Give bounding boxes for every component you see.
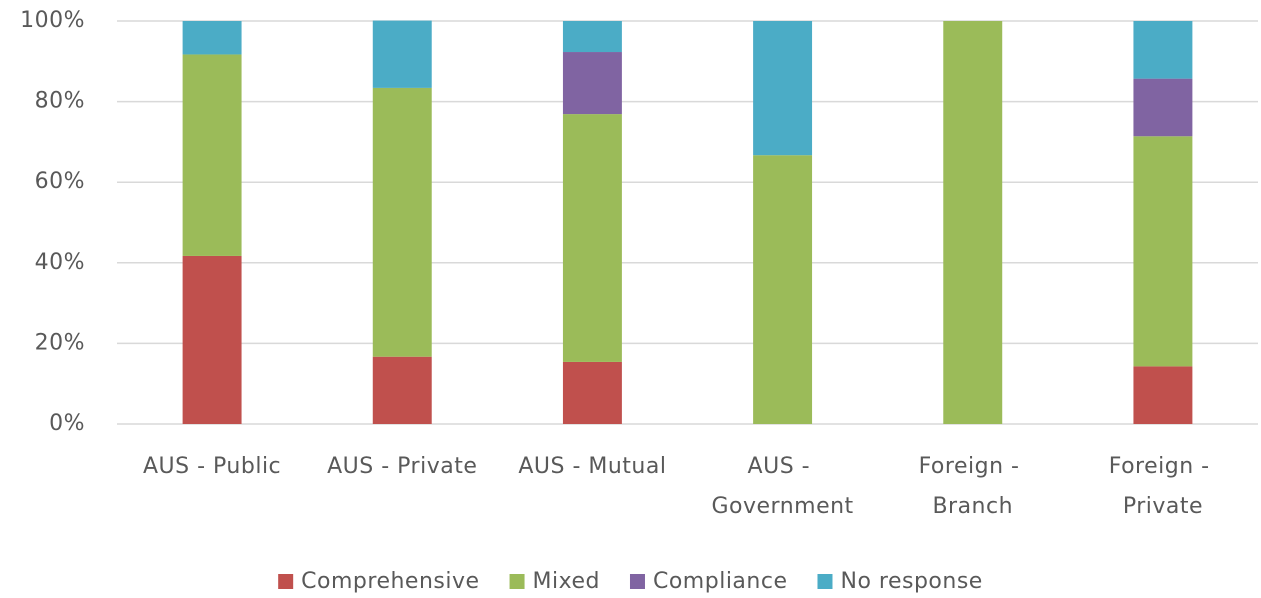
y-tick-label: 60% xyxy=(35,169,85,194)
bar-segment xyxy=(562,52,622,115)
x-tick-label: AUS - Private xyxy=(327,454,477,479)
y-tick-label: 100% xyxy=(20,8,85,33)
x-tick-label: AUS - Public xyxy=(143,454,281,479)
legend-label: Mixed xyxy=(533,569,600,594)
bar-segment xyxy=(182,21,242,55)
y-tick-label: 0% xyxy=(49,411,85,436)
x-tick-label: Foreign - Private xyxy=(1109,454,1217,519)
bar-segment xyxy=(1133,21,1193,79)
x-tick-label: AUS - Mutual xyxy=(518,454,666,479)
bar-segment xyxy=(182,54,242,256)
bar-segment xyxy=(372,356,432,424)
bar-segment xyxy=(372,20,432,88)
bar-segment xyxy=(1133,366,1193,424)
bar-segment xyxy=(1133,136,1193,367)
bar-segment xyxy=(562,361,622,424)
bar-segment xyxy=(753,155,813,424)
legend-label: Compliance xyxy=(653,569,788,594)
x-tick-label: AUS - Government xyxy=(711,454,853,519)
legend-swatch xyxy=(509,574,525,589)
x-tick-label: Foreign - Branch xyxy=(919,454,1027,519)
bar-segment xyxy=(182,255,242,424)
legend-swatch xyxy=(817,574,833,589)
legend-swatch xyxy=(629,574,645,589)
bar-segment xyxy=(753,21,813,156)
legend-label: Comprehensive xyxy=(301,569,479,594)
legend-label: No response xyxy=(840,569,982,594)
legend-swatch xyxy=(278,574,294,589)
bar-segment xyxy=(943,21,1003,424)
y-tick-label: 20% xyxy=(35,330,85,355)
y-tick-label: 80% xyxy=(35,89,85,114)
y-tick-label: 40% xyxy=(35,250,85,275)
bar-segment xyxy=(562,21,622,53)
bar-segment xyxy=(562,114,622,362)
bar-segment xyxy=(372,87,432,357)
bar-segment xyxy=(1133,78,1193,137)
